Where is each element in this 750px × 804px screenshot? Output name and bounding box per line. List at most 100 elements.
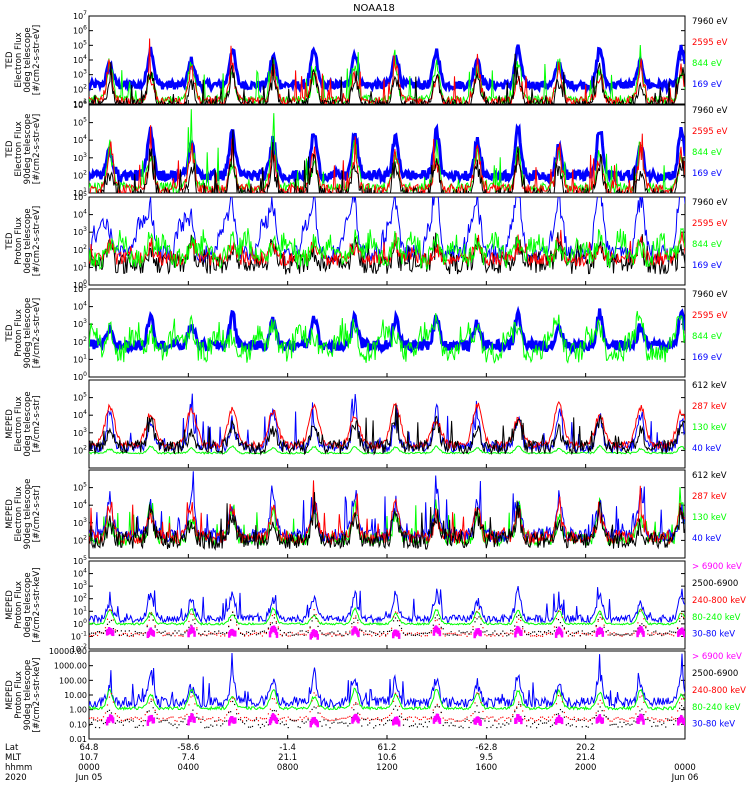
y-tick-label: 104 [73,409,87,420]
series-5 [105,625,685,640]
series-2 [89,109,685,193]
y-axis-label: TEDElectron Flux90deg telescope[#/cm2-s-… [5,114,42,185]
series-3 [89,38,685,104]
series-2 [89,606,685,626]
legend-entry: 844 eV [692,332,722,342]
legend-entry: > 6900 keV [692,562,742,572]
y-tick-label: 104 [73,499,87,510]
series-1 [89,123,685,186]
legend-entry: 40 keV [692,534,721,544]
legend-entry: 2595 eV [692,219,728,229]
legend-entry: > 6900 keV [692,652,742,662]
series-2 [89,310,685,364]
series-group [89,471,685,551]
y-axis-label: MEPEDProton Flux0deg telescope[#/cm2-s-s… [5,568,42,643]
series-1 [89,444,685,455]
y-tick-label: 1.00 [69,706,87,715]
series-1 [89,487,685,548]
y-tick-label: 102 [73,593,87,604]
legend-entry: 2500-6900 [692,669,738,679]
legend-entry: 169 eV [692,169,722,179]
x-tick-label: 21.1 [278,753,297,763]
x-tick-label: 21.4 [576,753,595,763]
y-axis-label: MEPEDElectron Flux0deg telescope[#/cm2-s… [5,391,42,456]
legend-entry: 844 eV [692,59,722,69]
x-tick-label: 0400 [178,763,200,773]
panel-6: 102 103 104 105 MEPEDElectron Flux90deg tele… [5,469,727,559]
legend-entry: 40 keV [692,444,721,454]
legend-entry: 7960 eV [692,290,728,300]
x-tick-label: Jun 06 [671,773,699,783]
legend-entry: 130 keV [692,423,727,433]
y-tick-label: 103 [73,69,87,80]
y-tick-label: 105 [73,482,87,493]
series-1 [89,652,685,710]
y-tick-label: 105 [73,191,87,202]
legend-entry: 2595 eV [692,311,728,321]
legend-entry: 287 keV [692,492,727,502]
x-tick-label: -1.4 [279,743,296,753]
legend-entry: 2595 eV [692,127,728,137]
series-group [89,652,685,729]
x-tick-label: 61.2 [378,743,397,753]
y-tick-label: 102 [73,169,87,180]
x-tick-label: 1600 [476,763,498,773]
legend-entry: 7960 eV [692,198,728,208]
legend-entry: 2595 eV [692,38,728,48]
chart-title: NOAA18 [353,3,395,14]
y-tick-label: 10.00 [64,691,87,700]
panel-2: 101 102 103 104 105 106 TEDElectron Flux90deg … [5,99,728,198]
y-tick-label: 101 [73,98,87,109]
legend-entry: 612 keV [692,471,727,481]
series-4 [89,700,685,729]
x-tick-label: -62.8 [475,743,497,753]
series-4 [89,492,685,551]
series-4 [89,404,685,456]
y-tick-label: 102 [73,244,87,255]
series-2 [89,471,685,544]
y-axis-label: TEDElectron Flux0deg telescope[#/cm2-s-s… [5,25,42,95]
y-tick-label: 106 [73,99,87,110]
legend-entry: 2500-6900 [692,579,738,589]
y-tick-label: 104 [73,54,87,65]
x-tick-label: Jun 05 [75,773,103,783]
y-axis-label: TEDProton Flux0deg telescope[#/cm2-s-str… [5,206,42,276]
y-tick-label: 102 [73,83,87,94]
series-3 [89,125,685,193]
series-5 [105,713,685,728]
y-tick-label: 0.10 [69,720,87,729]
legend-entry: 844 eV [692,148,722,158]
y-tick-label: 105 [73,39,87,50]
y-tick-label: 105 [73,555,87,566]
legend-entry: 130 keV [692,513,727,523]
y-tick-label: 102 [73,444,87,455]
legend-entry: 30-80 keV [692,720,735,730]
y-tick-label: 105 [73,283,87,294]
legend-entry: 80-240 keV [692,703,741,713]
series-4 [89,611,685,637]
y-tick-label: 105 [73,392,87,403]
y-tick-label: 101 [73,187,87,198]
x-tick-label: 9.5 [480,753,494,763]
series-group [89,109,685,193]
y-tick-label: 103 [73,427,87,438]
series-group [89,585,685,640]
panels-group: 101 102 103 104 105 106 107 TEDElectron Flux0de… [5,10,746,744]
series-1 [89,585,685,625]
x-tick-label: 64.8 [80,743,99,753]
y-tick-label: 101 [73,353,87,364]
series-group [89,305,685,364]
y-tick-label: 1000.00 [54,662,87,671]
y-tick-label: 101 [73,261,87,272]
y-tick-label: 107 [73,10,87,21]
x-tick-label: 20.2 [576,743,595,753]
legend-entry: 7960 eV [692,17,728,27]
panel-1: 101 102 103 104 105 106 107 TEDElectron Flux0de… [5,10,728,109]
y-tick-label: 104 [73,568,87,579]
legend-entry: 612 keV [692,381,727,391]
series-4 [89,227,685,270]
panel-3: 100 101 102 103 104 105 TEDProton Flux0deg tel… [5,191,728,290]
y-tick-label: 104 [73,209,87,220]
series-4 [97,129,685,193]
